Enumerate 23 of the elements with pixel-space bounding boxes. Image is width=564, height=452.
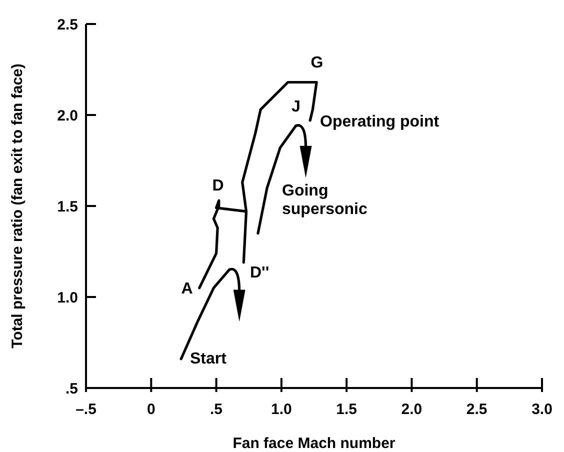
x-axis-title: Fan face Mach number <box>232 435 396 452</box>
x-tick-label: 2.5 <box>466 401 488 418</box>
x-tick-label: 1.0 <box>271 401 292 418</box>
annotation: J <box>292 98 300 116</box>
x-tick-label: 3.0 <box>532 401 552 418</box>
y-tick-label: 2.5 <box>57 16 78 34</box>
annotation: D <box>212 178 224 195</box>
y-tick-label: 1.5 <box>57 198 78 216</box>
annotation: A <box>181 280 194 298</box>
y-axis-title: Total pressure ratio (fan exit to fan face) <box>9 64 26 348</box>
x-tick-label: 1.5 <box>336 401 357 418</box>
annotation: Operating point <box>320 114 440 131</box>
annotation: D'' <box>250 264 270 282</box>
x-tick-label: 0 <box>146 401 156 418</box>
x-tick-label: 2.0 <box>401 401 422 418</box>
y-tick-label: 2.0 <box>57 107 78 124</box>
annotation: G <box>310 54 324 72</box>
annotation: Start <box>190 350 228 368</box>
x-tick-label: –.5 <box>76 401 96 418</box>
annotation: Going supersonic <box>282 182 368 218</box>
y-tick-label: .5 <box>65 380 78 398</box>
x-tick-label: .5 <box>210 401 223 418</box>
y-tick-label: 1.0 <box>57 289 78 306</box>
